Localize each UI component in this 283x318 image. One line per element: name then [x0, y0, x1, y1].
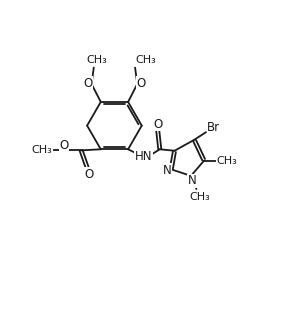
- Text: CH₃: CH₃: [189, 192, 210, 202]
- Text: N: N: [162, 164, 171, 177]
- Text: CH₃: CH₃: [32, 145, 52, 156]
- Text: O: O: [153, 118, 162, 131]
- Text: O: O: [60, 140, 69, 153]
- Text: CH₃: CH₃: [87, 55, 108, 65]
- Text: N: N: [188, 174, 196, 187]
- Text: O: O: [137, 77, 146, 90]
- Text: CH₃: CH₃: [217, 156, 237, 166]
- Text: Br: Br: [207, 121, 220, 134]
- Text: O: O: [84, 168, 93, 181]
- Text: CH₃: CH₃: [136, 55, 156, 65]
- Text: HN: HN: [135, 150, 152, 163]
- Text: O: O: [83, 77, 92, 90]
